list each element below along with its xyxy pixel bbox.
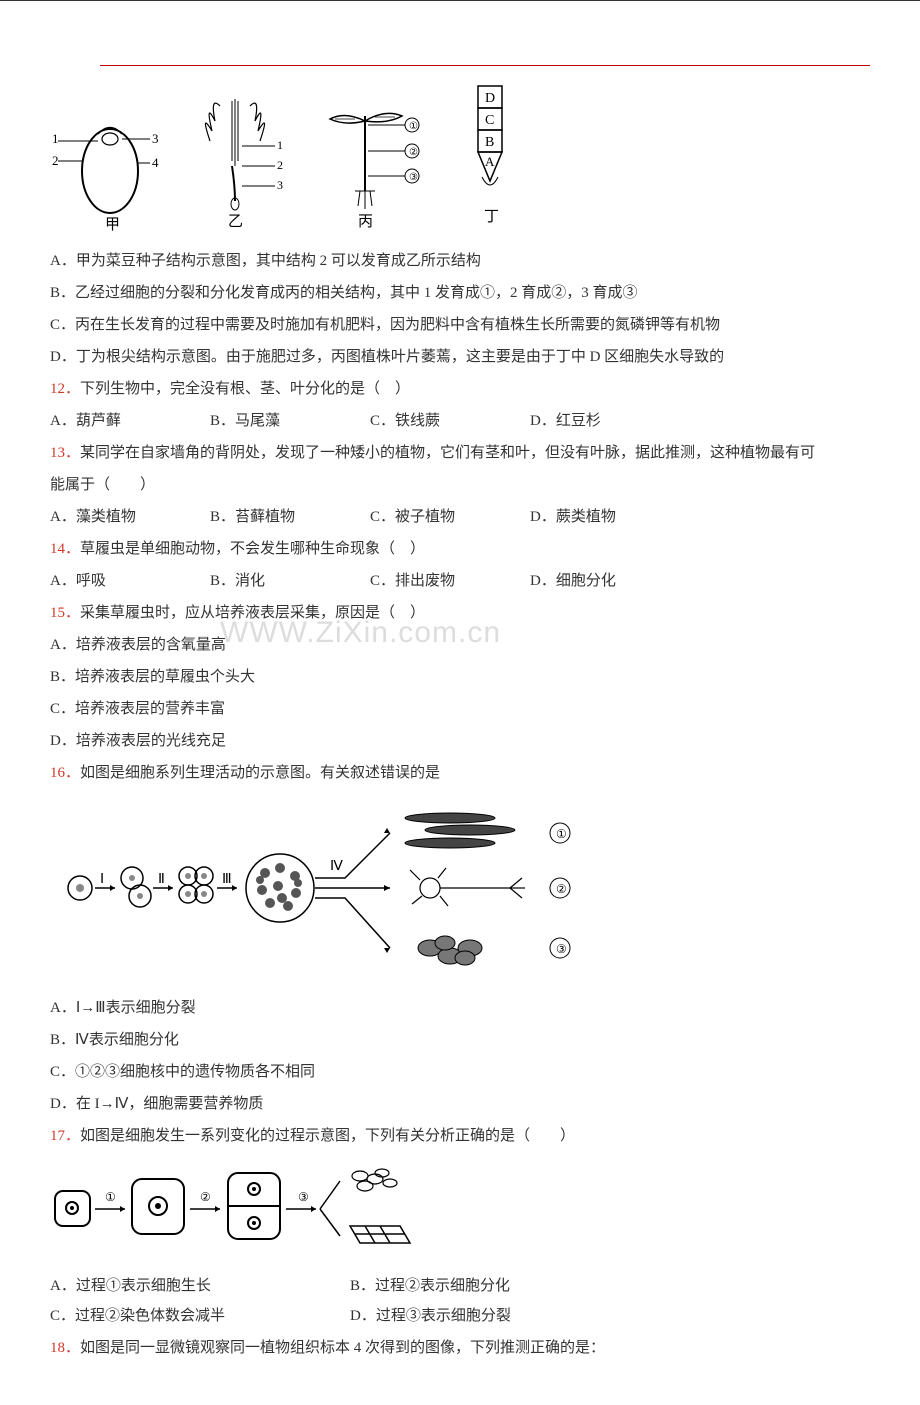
q12-c: C．铁线蕨 xyxy=(370,406,530,436)
q17-d: D．过程③表示细胞分裂 xyxy=(350,1301,650,1331)
q15-d: D．培养液表层的光线充足 xyxy=(50,726,870,756)
svg-text:③: ③ xyxy=(409,172,418,183)
figure-yi: 1 2 3 乙 xyxy=(180,91,290,236)
figure-ding: D C B A 丁 xyxy=(460,81,520,236)
q17-diagram: ① ② ③ xyxy=(50,1161,870,1261)
figure-jia: 1 2 3 4 甲 xyxy=(50,101,160,236)
q18-stem: 18．如图是同一显微镜观察同一植物组织标本 4 次得到的图像，下列推测正确的是： xyxy=(50,1333,870,1363)
svg-text:①: ① xyxy=(105,1190,116,1204)
q13-stem2: 能属于（ ） xyxy=(50,470,870,500)
svg-text:甲: 甲 xyxy=(105,217,120,231)
svg-text:1: 1 xyxy=(277,138,283,152)
q12-options: A．葫芦藓 B．马尾藻 C．铁线蕨 D．红豆杉 xyxy=(50,406,870,436)
q16-b: B．Ⅳ表示细胞分化 xyxy=(50,1025,870,1055)
q13-options: A．藻类植物 B．苔藓植物 C．被子植物 D．蕨类植物 xyxy=(50,502,870,532)
figure-bing: ① ② ③ 丙 xyxy=(310,91,440,236)
svg-text:②: ② xyxy=(556,882,567,896)
q15-a: A．培养液表层的含氧量高 xyxy=(50,630,870,660)
svg-text:3: 3 xyxy=(152,131,159,146)
svg-text:2: 2 xyxy=(277,158,283,172)
q11-option-b: B．乙经过细胞的分裂和分化发育成丙的相关结构，其中 1 发育成①，2 育成②，3… xyxy=(50,278,870,308)
q13-a: A．藻类植物 xyxy=(50,502,210,532)
svg-text:1: 1 xyxy=(52,131,59,146)
q13-c: C．被子植物 xyxy=(370,502,530,532)
q12-a: A．葫芦藓 xyxy=(50,406,210,436)
svg-text:D: D xyxy=(485,91,495,106)
q14-options: A．呼吸 B．消化 C．排出废物 D．细胞分化 xyxy=(50,566,870,596)
svg-text:③: ③ xyxy=(556,942,567,956)
svg-text:B: B xyxy=(485,135,494,150)
q11-option-c: C．丙在生长发育的过程中需要及时施加有机肥料，因为肥料中含有植株生长所需要的氮磷… xyxy=(50,310,870,340)
q11-option-a: A．甲为菜豆种子结构示意图，其中结构 2 可以发育成乙所示结构 xyxy=(50,246,870,276)
q17-a: A．过程①表示细胞生长 xyxy=(50,1271,350,1301)
svg-text:2: 2 xyxy=(52,153,59,168)
q17-c: C．过程②染色体数会减半 xyxy=(50,1301,350,1331)
svg-text:Ⅳ: Ⅳ xyxy=(330,859,343,874)
svg-text:①: ① xyxy=(409,121,418,132)
q13-d: D．蕨类植物 xyxy=(530,502,690,532)
svg-text:③: ③ xyxy=(298,1190,309,1204)
svg-text:Ⅰ: Ⅰ xyxy=(100,872,104,887)
q17-stem: 17．如图是细胞发生一系列变化的过程示意图，下列有关分析正确的是（ ） xyxy=(50,1121,870,1151)
svg-text:乙: 乙 xyxy=(228,214,243,230)
svg-text:丙: 丙 xyxy=(358,214,373,230)
q15-b: B．培养液表层的草履虫个头大 xyxy=(50,662,870,692)
q13-stem1: 13．某同学在自家墙角的背阴处，发现了一种矮小的植物，它们有茎和叶，但没有叶脉，… xyxy=(50,438,870,468)
q16-a: A．Ⅰ→Ⅲ表示细胞分裂 xyxy=(50,993,870,1023)
q14-stem: 14．草履虫是单细胞动物，不会发生哪种生命现象（ ） xyxy=(50,534,870,564)
q17-options-row1: A．过程①表示细胞生长 B．过程②表示细胞分化 xyxy=(50,1271,870,1301)
q14-a: A．呼吸 xyxy=(50,566,210,596)
q13-b: B．苔藓植物 xyxy=(210,502,370,532)
figures-row-q11: 1 2 3 4 甲 xyxy=(50,81,870,236)
q14-c: C．排出废物 xyxy=(370,566,530,596)
q16-d: D．在 I→Ⅳ，细胞需要营养物质 xyxy=(50,1089,870,1119)
svg-text:A: A xyxy=(485,154,495,169)
header-rule xyxy=(100,65,870,66)
q16-c: C．①②③细胞核中的遗传物质各不相同 xyxy=(50,1057,870,1087)
q14-b: B．消化 xyxy=(210,566,370,596)
svg-text:3: 3 xyxy=(277,178,283,192)
q14-d: D．细胞分化 xyxy=(530,566,690,596)
q12-b: B．马尾藻 xyxy=(210,406,370,436)
svg-text:Ⅲ: Ⅲ xyxy=(222,872,232,887)
svg-text:②: ② xyxy=(409,147,418,158)
svg-text:①: ① xyxy=(556,827,567,841)
q16-stem: 16．如图是细胞系列生理活动的示意图。有关叙述错误的是 xyxy=(50,758,870,788)
svg-text:4: 4 xyxy=(152,155,159,170)
q15-c: C．培养液表层的营养丰富 xyxy=(50,694,870,724)
q12-d: D．红豆杉 xyxy=(530,406,690,436)
q12-stem: 12．下列生物中，完全没有根、茎、叶分化的是（ ） xyxy=(50,374,870,404)
q15-stem: 15．采集草履虫时，应从培养液表层采集，原因是（ ） xyxy=(50,598,870,628)
q17-options-row2: C．过程②染色体数会减半 D．过程③表示细胞分裂 xyxy=(50,1301,870,1331)
svg-text:②: ② xyxy=(200,1190,211,1204)
q17-b: B．过程②表示细胞分化 xyxy=(350,1271,650,1301)
svg-text:C: C xyxy=(485,113,494,128)
q11-option-d: D．丁为根尖结构示意图。由于施肥过多，丙图植株叶片萎蔫，这主要是由于丁中 D 区… xyxy=(50,342,870,372)
svg-text:丁: 丁 xyxy=(484,209,499,225)
q16-diagram: Ⅰ Ⅱ Ⅲ xyxy=(50,798,870,983)
svg-text:Ⅱ: Ⅱ xyxy=(158,872,165,887)
